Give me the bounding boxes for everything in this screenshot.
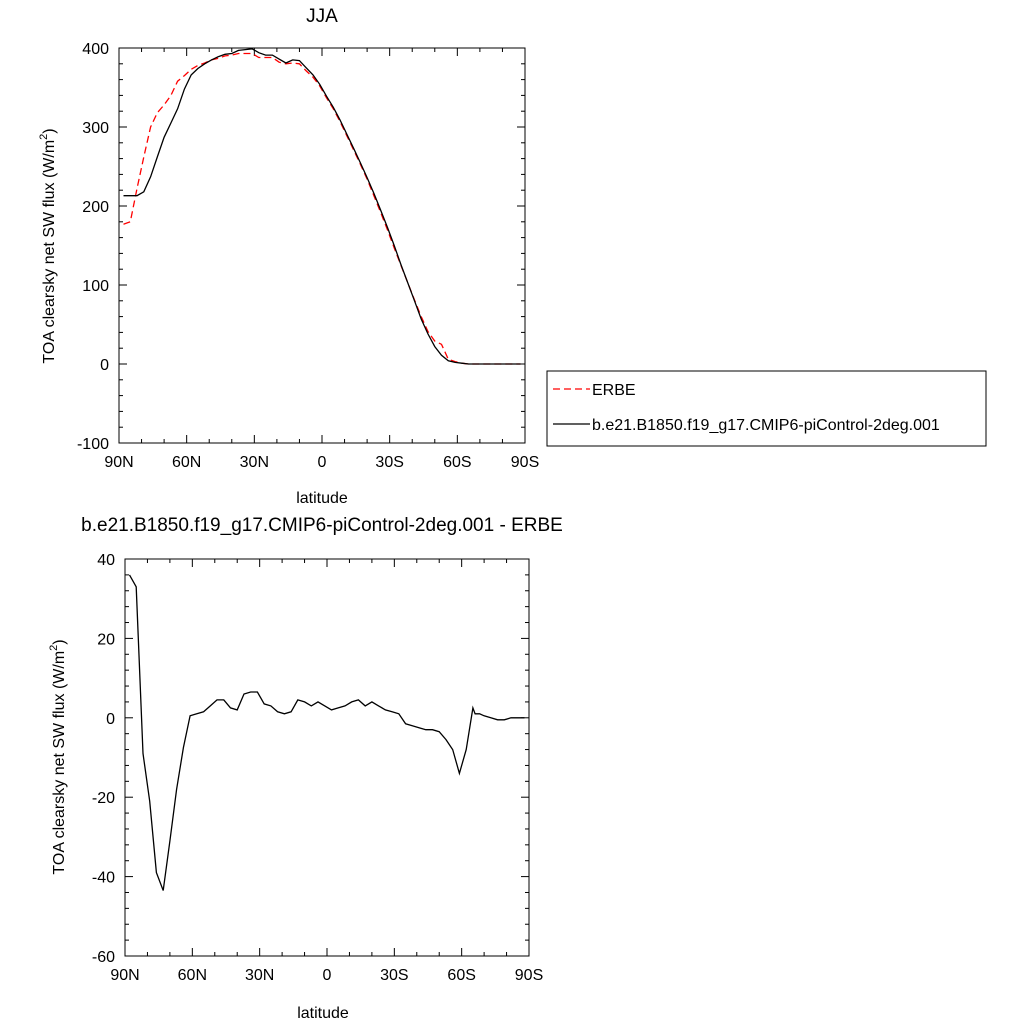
x-tick-label: 60S: [447, 967, 475, 984]
y-tick-label: -60: [92, 949, 115, 966]
plot-frame: [124, 558, 530, 957]
x-tick-label: 0: [323, 967, 332, 984]
x-axis-label: latitude: [297, 1005, 349, 1022]
x-tick-label: 90N: [104, 454, 133, 471]
x-tick-label: 60S: [443, 454, 471, 471]
x-tick-label: 30S: [375, 454, 403, 471]
y-tick-label: 300: [82, 120, 109, 137]
y-tick-label: 20: [97, 631, 115, 648]
series-line-model: [123, 48, 521, 365]
series-line-difference: [128, 574, 525, 891]
series-layer: [123, 48, 521, 365]
y-tick-label: -100: [77, 436, 109, 453]
legend-label-erbe: ERBE: [592, 382, 636, 399]
axis-ticks: 90N 60N 30N 0 30S 60S 90S -100 0 100 200 300 400: [77, 41, 539, 471]
x-tick-label: 30S: [380, 967, 408, 984]
plot-frame: [118, 47, 526, 444]
x-tick-label: 90N: [110, 967, 139, 984]
y-tick-label: -40: [92, 870, 115, 887]
y-tick-label: -20: [92, 790, 115, 807]
legend: ERBE b.e21.B1850.f19_g17.CMIP6-piControl…: [546, 370, 987, 447]
x-tick-label: 30N: [240, 454, 269, 471]
chart-top-jja: JJA 90N 60N 30N 0 30S 60S 90S -100 0 100 200 300 400…: [38, 6, 987, 507]
legend-box: [546, 370, 987, 447]
y-tick-label: 40: [97, 552, 115, 569]
series-layer: [128, 574, 525, 891]
y-tick-label: 400: [82, 41, 109, 58]
y-tick-label: 0: [100, 357, 109, 374]
legend-label-model: b.e21.B1850.f19_g17.CMIP6-piControl-2deg…: [592, 417, 940, 434]
x-tick-label: 60N: [172, 454, 201, 471]
x-tick-label: 30N: [245, 967, 274, 984]
x-tick-label: 90S: [515, 967, 543, 984]
y-axis-label: TOA clearsky net SW flux (W/m2): [48, 639, 68, 874]
series-line-erbe: [123, 52, 521, 365]
y-axis-label: TOA clearsky net SW flux (W/m2): [38, 128, 58, 363]
y-tick-label: 0: [106, 711, 115, 728]
chart-bottom-difference: b.e21.B1850.f19_g17.CMIP6-piControl-2deg…: [48, 515, 563, 1022]
y-tick-label: 100: [82, 278, 109, 295]
chart-title: JJA: [306, 6, 338, 27]
x-tick-label: 0: [318, 454, 327, 471]
y-tick-label: 200: [82, 199, 109, 216]
x-tick-label: 60N: [178, 967, 207, 984]
x-tick-label: 90S: [511, 454, 539, 471]
x-axis-label: latitude: [296, 490, 348, 507]
chart-title: b.e21.B1850.f19_g17.CMIP6-piControl-2deg…: [81, 515, 563, 536]
axis-ticks: 90N 60N 30N 0 30S 60S 90S -60 -40 -20 0 20 40: [92, 552, 543, 984]
